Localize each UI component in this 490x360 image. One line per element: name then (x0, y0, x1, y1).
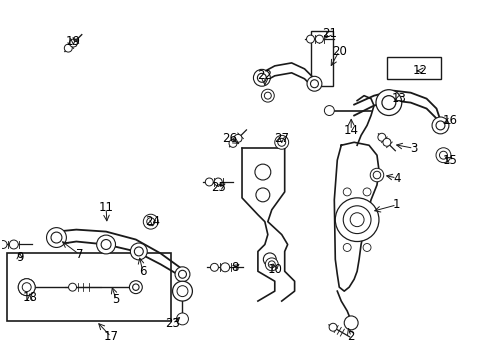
Circle shape (23, 283, 31, 291)
Circle shape (255, 164, 271, 180)
Circle shape (18, 279, 35, 296)
Text: 22: 22 (257, 69, 272, 82)
Circle shape (350, 213, 364, 227)
Circle shape (363, 188, 371, 196)
Circle shape (436, 121, 445, 130)
Circle shape (264, 92, 271, 99)
Text: 18: 18 (22, 291, 37, 303)
Text: 27: 27 (274, 132, 289, 145)
Text: 12: 12 (413, 64, 428, 77)
Circle shape (253, 69, 270, 86)
Circle shape (143, 214, 158, 229)
Circle shape (51, 232, 62, 243)
Circle shape (177, 286, 188, 297)
Bar (387, 57, 441, 79)
Circle shape (69, 283, 76, 291)
Circle shape (178, 270, 187, 278)
Text: 8: 8 (231, 261, 239, 274)
Circle shape (47, 228, 66, 247)
Circle shape (329, 323, 337, 331)
Text: 13: 13 (392, 92, 406, 105)
Text: 23: 23 (165, 318, 180, 330)
Circle shape (436, 148, 451, 163)
Text: 15: 15 (443, 154, 458, 167)
Circle shape (229, 139, 237, 147)
Circle shape (257, 73, 267, 82)
Circle shape (130, 243, 147, 260)
Text: 1: 1 (393, 198, 400, 211)
Text: 26: 26 (222, 132, 238, 145)
Circle shape (278, 138, 286, 146)
Text: 20: 20 (332, 45, 347, 58)
Text: 24: 24 (145, 215, 160, 228)
Circle shape (211, 264, 219, 271)
Text: 9: 9 (16, 251, 24, 264)
Text: 25: 25 (211, 181, 226, 194)
Text: 2: 2 (347, 330, 355, 343)
Text: 4: 4 (393, 171, 400, 185)
Circle shape (382, 96, 396, 109)
Circle shape (129, 281, 142, 294)
Circle shape (176, 313, 189, 325)
Circle shape (307, 76, 322, 91)
Circle shape (275, 135, 289, 149)
Circle shape (373, 171, 381, 179)
Circle shape (97, 235, 116, 254)
Circle shape (261, 89, 274, 102)
Text: 7: 7 (75, 248, 83, 261)
Circle shape (335, 198, 379, 242)
Circle shape (432, 117, 449, 134)
Circle shape (343, 188, 351, 196)
Circle shape (376, 90, 402, 116)
Circle shape (220, 263, 230, 272)
Text: 21: 21 (322, 27, 337, 40)
Circle shape (172, 281, 193, 301)
Circle shape (324, 105, 334, 116)
Circle shape (311, 80, 319, 88)
Bar (7, 253, 171, 321)
Circle shape (133, 284, 139, 291)
Circle shape (205, 178, 213, 186)
Text: 19: 19 (66, 35, 81, 48)
Circle shape (9, 240, 18, 249)
Text: 6: 6 (139, 265, 147, 278)
Circle shape (378, 133, 386, 141)
Text: 10: 10 (268, 263, 282, 276)
Circle shape (263, 253, 276, 266)
Text: 16: 16 (443, 114, 458, 127)
Circle shape (343, 243, 351, 251)
Bar (312, 31, 333, 86)
Text: 11: 11 (98, 201, 114, 214)
Circle shape (370, 168, 384, 182)
Circle shape (234, 134, 242, 142)
Circle shape (134, 247, 143, 256)
Circle shape (214, 178, 222, 186)
Text: 14: 14 (343, 124, 359, 137)
Circle shape (307, 35, 315, 43)
Circle shape (440, 151, 447, 159)
Circle shape (266, 258, 278, 271)
Circle shape (363, 243, 371, 251)
Circle shape (101, 239, 111, 249)
Text: 5: 5 (112, 293, 120, 306)
Circle shape (269, 261, 275, 268)
Text: 3: 3 (410, 142, 417, 155)
Circle shape (0, 240, 7, 248)
Text: 17: 17 (103, 330, 119, 343)
Circle shape (22, 283, 31, 292)
Circle shape (18, 279, 35, 296)
Circle shape (256, 188, 270, 202)
Circle shape (175, 267, 190, 282)
Circle shape (343, 206, 371, 234)
Circle shape (64, 44, 72, 52)
Circle shape (383, 138, 391, 146)
Circle shape (344, 316, 358, 330)
Circle shape (316, 35, 323, 43)
Circle shape (70, 39, 77, 47)
Circle shape (147, 218, 155, 226)
